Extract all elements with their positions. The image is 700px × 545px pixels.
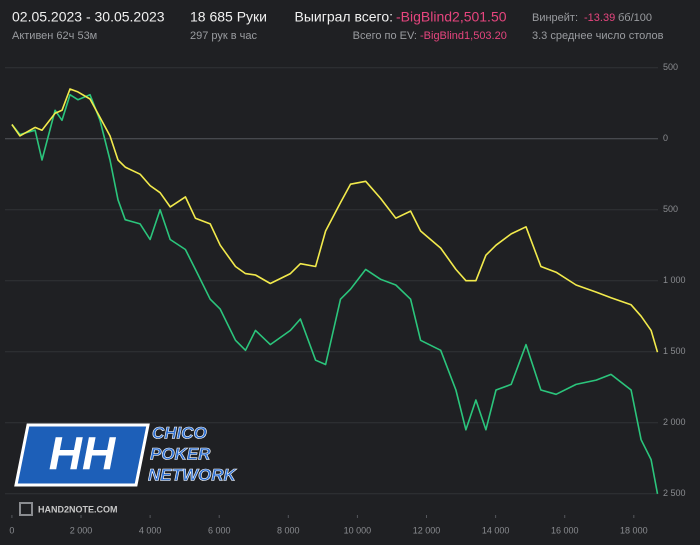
tables: 3.3 среднее число столов (532, 30, 664, 42)
y-tick-label: 500 (663, 62, 678, 72)
site-name: HAND2NOTE.COM (38, 504, 118, 514)
x-tick-label: 12 000 (413, 525, 441, 535)
logo-text: POKER (150, 444, 211, 463)
x-tick-label: 8 000 (277, 525, 300, 535)
logo-badge (14, 423, 150, 487)
y-tick-label: 0 (663, 133, 668, 143)
y-tick-label: 2 500 (663, 488, 686, 498)
ev-label: Всего по EV: (353, 30, 417, 42)
x-tick-label: 0 (9, 525, 14, 535)
hands-per-hour: 297 рук в час (190, 30, 258, 42)
winrate-unit: бб/100 (618, 12, 652, 24)
site-icon (19, 502, 33, 516)
won-value: -BigBlind2,501.50 (396, 9, 507, 25)
series-line (11, 88, 659, 353)
plot: 500 0 500 1 000 1 500 2 000 2 500 0 2 000 4 000 6 … (5, 62, 686, 535)
x-tick-label: 10 000 (344, 525, 372, 535)
date-range: 02.05.2023 - 30.05.2023 (12, 9, 165, 25)
hands: 18 685 Руки (190, 9, 267, 25)
x-tick-label: 14 000 (482, 525, 510, 535)
x-tick-label: 18 000 (620, 525, 648, 535)
logo-text: CHICO (152, 423, 207, 442)
logo-mark: HH (49, 427, 116, 479)
y-tick-label: 500 (663, 204, 678, 214)
x-tick-label: 6 000 (208, 525, 231, 535)
x-tick-label: 16 000 (551, 525, 579, 535)
active-time: Активен 62ч 53м (12, 30, 97, 42)
logo: HH CHICO POKER NETWORK HAND2NOTE.COM (14, 423, 238, 516)
x-tick-label: 2 000 (70, 525, 93, 535)
y-tick-label: 1 000 (663, 275, 686, 285)
winrate-label: Винрейт: (532, 12, 578, 24)
y-tick-label: 1 500 (663, 346, 686, 356)
won-label: Выиграл всего: (295, 9, 394, 25)
ev-value: -BigBlind1,503.20 (420, 30, 507, 42)
y-tick-label: 2 000 (663, 417, 686, 427)
winrate-value: -13.39 (584, 12, 615, 24)
x-tick-label: 4 000 (139, 525, 162, 535)
logo-text: NETWORK (148, 465, 238, 484)
